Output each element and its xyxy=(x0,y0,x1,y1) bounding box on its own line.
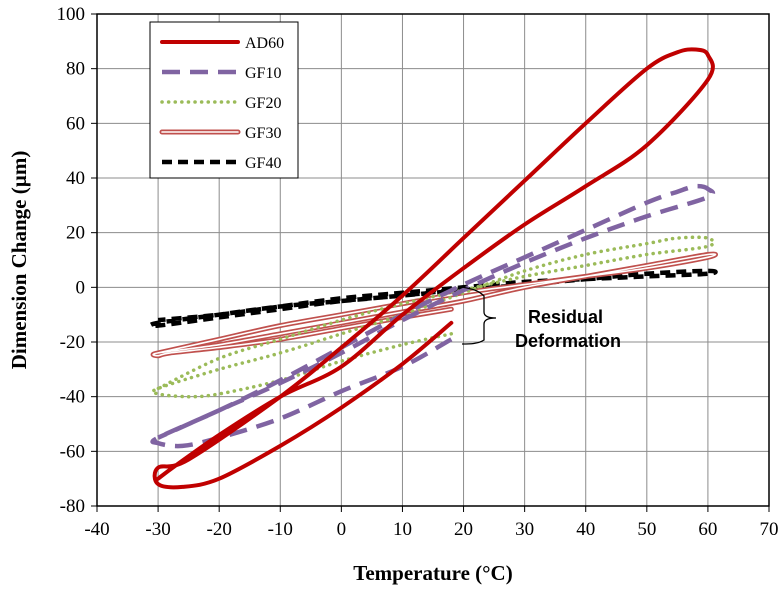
x-tick-label: -10 xyxy=(268,519,293,540)
legend-label: GF40 xyxy=(245,155,281,172)
y-tick-label: 40 xyxy=(66,168,85,189)
x-tick-label: -20 xyxy=(207,519,232,540)
y-axis-title: Dimension Change (µm) xyxy=(7,151,31,370)
legend-item-gf30: GF30 xyxy=(159,125,281,142)
x-tick-label: 30 xyxy=(515,519,534,540)
x-tick-label: 70 xyxy=(760,519,779,540)
annotation-bracket xyxy=(461,286,497,345)
y-tick-labels: -80 -60 -40 -20 0 20 40 60 80 100 xyxy=(57,4,86,517)
y-tick-label: 80 xyxy=(66,59,85,80)
x-tick-label: 60 xyxy=(698,519,717,540)
x-tick-label: -30 xyxy=(145,519,170,540)
legend-label: GF10 xyxy=(245,65,281,82)
legend-item-ad60: AD60 xyxy=(160,35,284,52)
legend-label: AD60 xyxy=(245,35,284,52)
y-tick-label: 0 xyxy=(76,277,86,298)
annotation-line-2: Deformation xyxy=(515,331,621,351)
legend-item-gf10: GF10 xyxy=(162,65,281,82)
annotation-line-1: Residual xyxy=(528,307,603,327)
legend: AD60 GF10 GF20 GF30 GF40 xyxy=(149,21,299,179)
data-series xyxy=(148,47,719,490)
legend-label: GF30 xyxy=(245,125,281,142)
legend-box xyxy=(149,21,299,179)
x-tick-label: 20 xyxy=(454,519,473,540)
series-gf10 xyxy=(150,183,716,449)
y-tick-label: -20 xyxy=(60,332,85,353)
y-tick-label: 20 xyxy=(66,223,85,244)
series-ad60 xyxy=(152,47,715,490)
x-axis-title: Temperature (°C) xyxy=(353,561,512,585)
x-tick-label: 50 xyxy=(637,519,656,540)
x-tick-label: 10 xyxy=(393,519,412,540)
x-tick-label: 0 xyxy=(337,519,347,540)
legend-label: GF20 xyxy=(245,95,281,112)
residual-deformation-annotation: Residual Deformation xyxy=(461,286,621,351)
x-tick-labels: -40 -30 -20 -10 0 10 20 30 40 50 60 70 xyxy=(84,519,778,540)
y-tick-label: 100 xyxy=(57,4,86,25)
y-tick-label: -80 xyxy=(60,496,85,517)
legend-item-gf40: GF40 xyxy=(162,155,281,172)
series-line-gf10 xyxy=(150,183,716,449)
y-tick-label: 60 xyxy=(66,113,85,134)
x-tick-label: -40 xyxy=(84,519,109,540)
legend-item-gf20: GF20 xyxy=(160,95,281,112)
x-tick-label: 40 xyxy=(576,519,595,540)
y-tick-label: -60 xyxy=(60,441,85,462)
plot-frame xyxy=(96,13,770,507)
y-tick-label: -40 xyxy=(60,387,85,408)
series-line-ad60 xyxy=(152,47,715,490)
